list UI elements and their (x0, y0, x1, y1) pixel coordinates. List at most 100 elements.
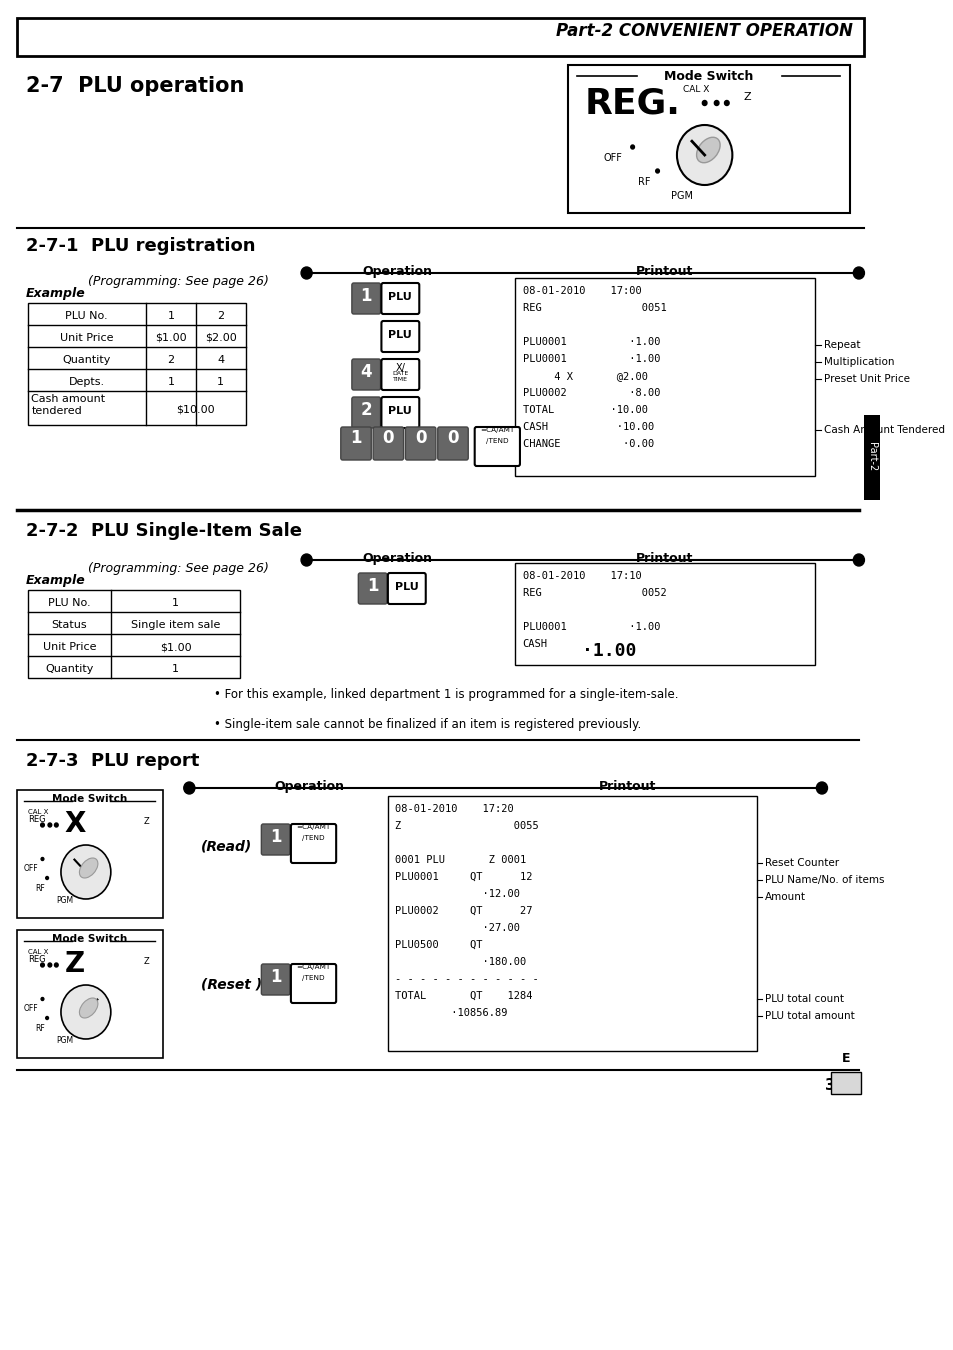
Text: TIME: TIME (393, 377, 408, 382)
Text: Example: Example (26, 574, 86, 587)
Text: 08-01-2010    17:20: 08-01-2010 17:20 (395, 805, 514, 814)
Bar (388, 796, 757, 1052)
Circle shape (677, 126, 732, 185)
Text: PLU0001     QT      12: PLU0001 QT 12 (395, 872, 532, 882)
Text: Mode Switch: Mode Switch (51, 794, 127, 805)
Text: CHANGE          ·0.00: CHANGE ·0.00 (522, 439, 654, 450)
FancyBboxPatch shape (261, 824, 290, 855)
FancyBboxPatch shape (381, 359, 419, 390)
Text: REG.: REG. (584, 86, 679, 122)
Text: 0: 0 (447, 429, 458, 447)
Text: ·1.00: ·1.00 (581, 643, 636, 660)
Circle shape (701, 100, 706, 105)
Text: Part-2 CONVENIENT OPERATION: Part-2 CONVENIENT OPERATION (556, 22, 852, 40)
Text: REG                0052: REG 0052 (522, 589, 666, 598)
Text: PGM: PGM (671, 190, 693, 201)
Text: Operation: Operation (362, 552, 432, 566)
Text: Example: Example (26, 288, 86, 300)
Circle shape (41, 998, 44, 1000)
Text: PLU: PLU (395, 582, 418, 593)
Text: 1: 1 (167, 310, 174, 321)
Text: PLU: PLU (388, 292, 412, 302)
Text: DATE: DATE (392, 371, 408, 377)
FancyBboxPatch shape (388, 572, 425, 603)
Text: 1: 1 (167, 377, 174, 387)
Text: $1.00: $1.00 (159, 643, 192, 652)
FancyBboxPatch shape (291, 964, 335, 1003)
Text: Cash Amount Tendered: Cash Amount Tendered (823, 425, 943, 435)
Text: ·180.00: ·180.00 (395, 957, 526, 967)
Text: PLU Name/No. of items: PLU Name/No. of items (764, 875, 883, 886)
Text: Multiplication: Multiplication (823, 356, 893, 367)
Text: Cash amount
tendered: Cash amount tendered (31, 394, 106, 416)
Text: OFF: OFF (602, 153, 621, 163)
Text: TOTAL       QT    1284: TOTAL QT 1284 (395, 991, 532, 1000)
Text: Z                  0055: Z 0055 (395, 821, 538, 832)
FancyBboxPatch shape (261, 964, 290, 995)
Circle shape (301, 267, 312, 279)
Text: PLU0001          ·1.00: PLU0001 ·1.00 (522, 622, 659, 632)
Text: PLU: PLU (388, 329, 412, 340)
Bar (28, 590, 240, 678)
Text: OFF: OFF (24, 864, 38, 873)
Text: Printout: Printout (636, 265, 693, 278)
Circle shape (48, 824, 51, 828)
Circle shape (852, 267, 863, 279)
FancyBboxPatch shape (352, 284, 380, 315)
Text: • Single-item sale cannot be finalized if an item is registered previously.: • Single-item sale cannot be finalized i… (214, 718, 640, 730)
Text: CASH           ·10.00: CASH ·10.00 (522, 423, 654, 432)
Circle shape (630, 144, 634, 148)
Text: Printout: Printout (636, 552, 693, 566)
Text: 2: 2 (217, 310, 224, 321)
Text: =CA/AMT: =CA/AMT (296, 964, 331, 971)
Text: X/: X/ (395, 363, 405, 373)
Text: Mode Switch: Mode Switch (51, 934, 127, 944)
Text: TOTAL         ·10.00: TOTAL ·10.00 (522, 405, 647, 414)
Ellipse shape (79, 859, 98, 878)
FancyBboxPatch shape (340, 427, 371, 460)
Circle shape (41, 963, 44, 967)
Circle shape (46, 1017, 49, 1019)
Text: 1: 1 (172, 598, 179, 608)
Bar (567, 65, 849, 213)
Text: 2-7-2  PLU Single-Item Sale: 2-7-2 PLU Single-Item Sale (26, 522, 301, 540)
FancyBboxPatch shape (381, 397, 419, 428)
Circle shape (655, 169, 659, 173)
Circle shape (61, 845, 111, 899)
Bar (515, 278, 815, 477)
Bar (16, 930, 162, 1058)
Text: PLU0001          ·1.00: PLU0001 ·1.00 (522, 354, 659, 364)
FancyBboxPatch shape (358, 572, 387, 603)
Text: 39: 39 (823, 1079, 845, 1094)
Text: 1: 1 (217, 377, 224, 387)
Circle shape (46, 876, 49, 879)
Text: Preset Unit Price: Preset Unit Price (823, 374, 909, 383)
Text: 0: 0 (382, 429, 394, 447)
Bar (16, 18, 863, 55)
Text: E: E (841, 1052, 849, 1065)
Text: (Reset ): (Reset ) (201, 977, 262, 992)
FancyBboxPatch shape (381, 321, 419, 352)
Text: RF: RF (35, 1025, 45, 1033)
Text: PLU0001          ·1.00: PLU0001 ·1.00 (522, 338, 659, 347)
Text: REG: REG (28, 954, 46, 964)
Text: • For this example, linked department 1 is programmed for a single-item-sale.: • For this example, linked department 1 … (214, 688, 678, 701)
Text: Z: Z (144, 957, 150, 967)
Text: 1: 1 (172, 664, 179, 674)
Text: =CA/AMT: =CA/AMT (479, 427, 514, 433)
Text: Z: Z (742, 92, 750, 103)
Text: REG                0051: REG 0051 (522, 302, 666, 313)
Text: PLU: PLU (388, 406, 412, 416)
Text: OFF: OFF (24, 1004, 38, 1012)
Circle shape (41, 824, 44, 828)
Text: PLU total amount: PLU total amount (764, 1011, 854, 1021)
Text: PLU0500     QT: PLU0500 QT (395, 940, 482, 950)
Circle shape (41, 857, 44, 860)
Text: CAL X: CAL X (682, 85, 709, 94)
Bar (28, 302, 246, 425)
Circle shape (48, 963, 51, 967)
Text: /TEND: /TEND (302, 836, 325, 841)
Text: Repeat: Repeat (823, 340, 860, 350)
Text: 4 X       @2.00: 4 X @2.00 (522, 371, 647, 381)
Text: ·10856.89: ·10856.89 (395, 1008, 507, 1018)
